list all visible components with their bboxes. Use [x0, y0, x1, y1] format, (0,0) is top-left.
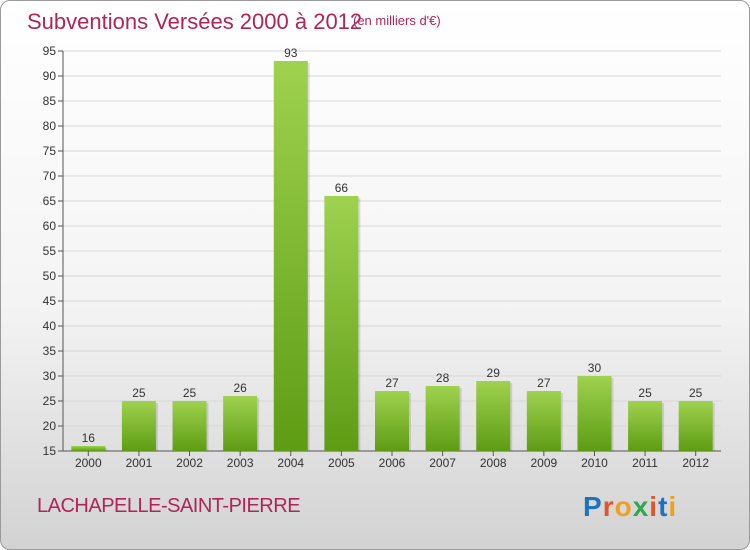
x-tick-label: 2002: [176, 456, 203, 470]
y-tick-label: 25: [43, 394, 57, 408]
logo-letter: x: [632, 491, 650, 522]
bar: [223, 396, 258, 451]
y-tick-label: 20: [43, 419, 57, 433]
bar: [628, 401, 663, 451]
x-tick-label: 2012: [682, 456, 709, 470]
bar-value-label: 29: [487, 366, 501, 380]
bar-value-label: 25: [183, 386, 197, 400]
y-tick-label: 45: [43, 294, 57, 308]
bar: [71, 446, 106, 451]
bar-value-label: 16: [82, 431, 96, 445]
chart-unit-label: (en milliers d'€): [353, 13, 441, 28]
logo-letter: r: [602, 491, 615, 522]
bar-value-label: 30: [588, 361, 602, 375]
x-tick-label: 2009: [530, 456, 557, 470]
bar: [375, 391, 409, 451]
proxiti-logo[interactable]: Proxiti: [583, 491, 677, 523]
y-tick-label: 35: [43, 344, 57, 358]
bar: [172, 401, 207, 451]
x-tick-label: 2006: [379, 456, 406, 470]
logo-letter: o: [614, 491, 633, 522]
bar: [324, 196, 359, 451]
y-tick-label: 90: [43, 69, 57, 83]
y-tick-label: 50: [43, 269, 57, 283]
bar-value-label: 28: [436, 371, 450, 385]
y-tick-label: 15: [43, 444, 57, 458]
y-tick-label: 40: [43, 319, 57, 333]
x-tick-label: 2003: [227, 456, 254, 470]
logo-letter: P: [583, 491, 603, 522]
x-tick-label: 2010: [581, 456, 608, 470]
y-tick-label: 95: [43, 44, 57, 58]
x-tick-label: 2004: [277, 456, 304, 470]
bar: [678, 401, 713, 451]
bar-value-label: 66: [335, 181, 349, 195]
y-tick-label: 75: [43, 144, 57, 158]
x-tick-label: 2000: [75, 456, 102, 470]
y-tick-label: 70: [43, 169, 57, 183]
bar: [121, 401, 156, 451]
bar-value-label: 27: [537, 376, 551, 390]
logo-letter: i: [668, 491, 678, 522]
y-tick-label: 80: [43, 119, 57, 133]
bar: [526, 391, 561, 451]
chart-title: Subventions Versées 2000 à 2012: [27, 9, 363, 34]
logo-letter: t: [658, 491, 669, 522]
bar-value-label: 25: [689, 386, 703, 400]
x-tick-label: 2005: [328, 456, 355, 470]
x-tick-label: 2007: [429, 456, 456, 470]
bar: [273, 61, 308, 451]
x-tick-label: 2008: [480, 456, 507, 470]
y-tick-label: 85: [43, 94, 57, 108]
bar: [476, 381, 511, 451]
x-tick-label: 2001: [126, 456, 153, 470]
y-tick-label: 65: [43, 194, 57, 208]
bar-value-label: 27: [385, 376, 399, 390]
y-tick-label: 55: [43, 244, 57, 258]
y-tick-label: 30: [43, 369, 57, 383]
x-tick-label: 2011: [632, 456, 658, 470]
y-tick-label: 60: [43, 219, 57, 233]
bar: [577, 376, 612, 451]
bar-value-label: 93: [284, 46, 298, 60]
bar-value-label: 26: [233, 381, 247, 395]
logo-letter: i: [649, 491, 659, 522]
bar-value-label: 25: [132, 386, 146, 400]
bar-value-label: 25: [638, 386, 652, 400]
bar: [425, 386, 460, 451]
commune-name: LACHAPELLE-SAINT-PIERRE: [37, 495, 301, 517]
